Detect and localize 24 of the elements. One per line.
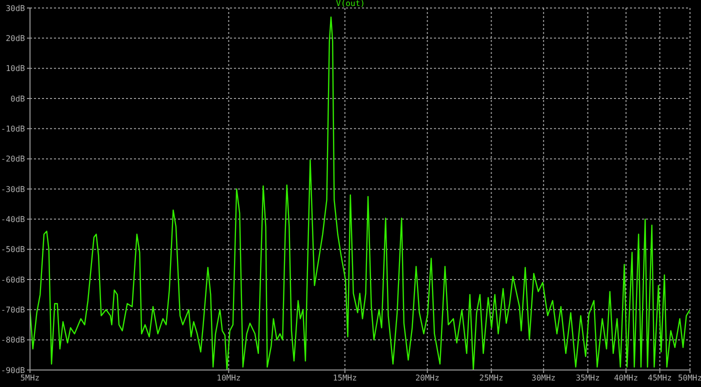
chart-title: V(out) [336,0,365,8]
x-tick-label: 5MHz [20,374,40,383]
x-tick-label: 30MHz [532,374,556,383]
y-tick-label: 0dB [10,94,26,104]
x-tick-label: 15MHz [332,374,358,383]
y-tick-label: 30dB [6,4,26,13]
y-tick-label: -60dB [0,275,26,284]
y-tick-label: -30dB [0,184,26,194]
x-tick-label: 50MHz [678,374,701,383]
y-tick-label: -80dB [0,336,26,345]
y-tick-label: 20dB [6,34,26,44]
y-tick-label: -10dB [0,124,26,134]
y-tick-label: -20dB [0,154,26,164]
x-tick-label: 45MHz [648,374,672,383]
y-tick-label: -90dB [0,366,26,375]
y-tick-label: 10dB [6,64,26,74]
x-tick-label: 10MHz [216,374,241,383]
x-tick-label: 20MHz [415,374,440,383]
y-tick-label: -50dB [0,245,26,254]
x-tick-label: 25MHz [479,374,504,383]
y-tick-label: -70dB [0,306,26,315]
y-tick-label: -40dB [0,215,26,224]
x-tick-label: 35MHz [576,374,600,383]
x-tick-label: 40MHz [614,374,638,383]
